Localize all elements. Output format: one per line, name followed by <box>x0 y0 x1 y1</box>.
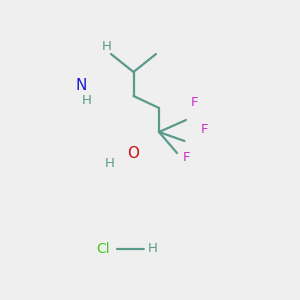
Ellipse shape <box>98 40 115 53</box>
Ellipse shape <box>79 94 95 107</box>
Text: H: H <box>148 242 158 256</box>
Text: F: F <box>191 95 199 109</box>
Text: H: H <box>102 40 111 53</box>
Text: F: F <box>182 151 190 164</box>
Text: N: N <box>75 78 87 93</box>
Text: Cl: Cl <box>97 242 110 256</box>
Text: H: H <box>105 157 114 170</box>
Ellipse shape <box>187 95 203 109</box>
Text: O: O <box>128 146 140 160</box>
Ellipse shape <box>178 151 194 164</box>
Ellipse shape <box>73 79 89 92</box>
Ellipse shape <box>101 157 118 170</box>
Text: F: F <box>200 122 208 136</box>
Text: H: H <box>82 94 92 107</box>
Ellipse shape <box>145 242 161 256</box>
Ellipse shape <box>125 146 142 160</box>
Ellipse shape <box>196 122 212 136</box>
Ellipse shape <box>95 242 112 256</box>
